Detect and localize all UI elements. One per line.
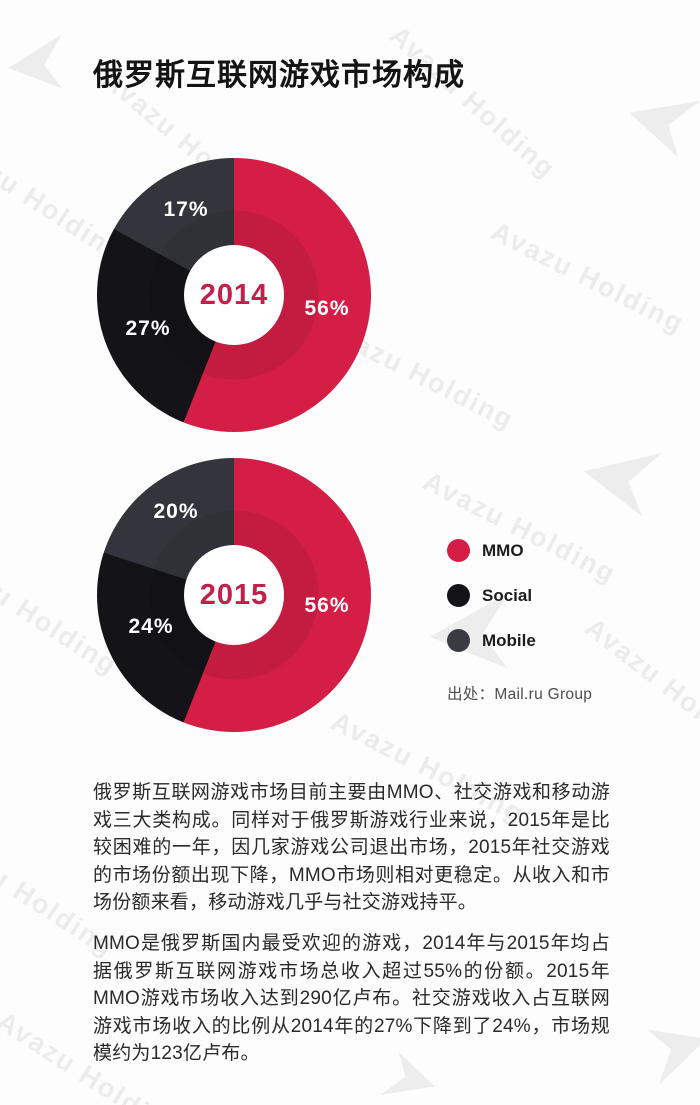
page-title: 俄罗斯互联网游戏市场构成 — [93, 59, 465, 92]
legend-dot-social-icon — [447, 584, 470, 607]
slice-label-social-2015: 24% — [128, 615, 174, 638]
legend-dot-mobile-icon — [447, 629, 470, 652]
donut-2014-center-label: 2014 — [199, 278, 269, 311]
legend-label-social: Social — [482, 585, 533, 605]
slice-label-mobile-2014: 17% — [163, 198, 209, 221]
legend-item-mmo: MMO — [447, 539, 536, 562]
slice-label-social-2014: 27% — [125, 317, 171, 340]
slice-label-mmo-2015: 56% — [304, 594, 350, 617]
slice-label-mmo-2014: 56% — [304, 297, 350, 320]
paragraph-2: MMO是俄罗斯国内最受欢迎的游戏，2014年与2015年均占据俄罗斯互联网游戏市… — [93, 932, 610, 1065]
donut-2015-center-label: 2015 — [199, 578, 269, 611]
legend-label-mmo: MMO — [482, 540, 524, 560]
legend-dot-mmo-icon — [447, 539, 470, 562]
article-body: 俄罗斯互联网游戏市场目前主要由MMO、社交游戏和移动游戏三大类构成。同样对于俄罗… — [93, 779, 610, 1081]
data-source-note: 出处：Mail.ru Group — [447, 686, 593, 703]
donut-chart-2015: 56% 24% 20% 2015 — [97, 458, 371, 732]
donut-2015-hole: 2015 — [184, 545, 284, 645]
chart-legend: MMO Social Mobile — [447, 539, 536, 674]
slice-label-mobile-2015: 20% — [153, 500, 199, 523]
donut-2014-hole: 2014 — [184, 245, 284, 345]
legend-label-mobile: Mobile — [482, 630, 536, 650]
legend-item-social: Social — [447, 584, 536, 607]
donut-chart-2014: 56% 27% 17% 2014 — [97, 158, 371, 432]
legend-item-mobile: Mobile — [447, 629, 536, 652]
paragraph-1: 俄罗斯互联网游戏市场目前主要由MMO、社交游戏和移动游戏三大类构成。同样对于俄罗… — [93, 782, 610, 914]
